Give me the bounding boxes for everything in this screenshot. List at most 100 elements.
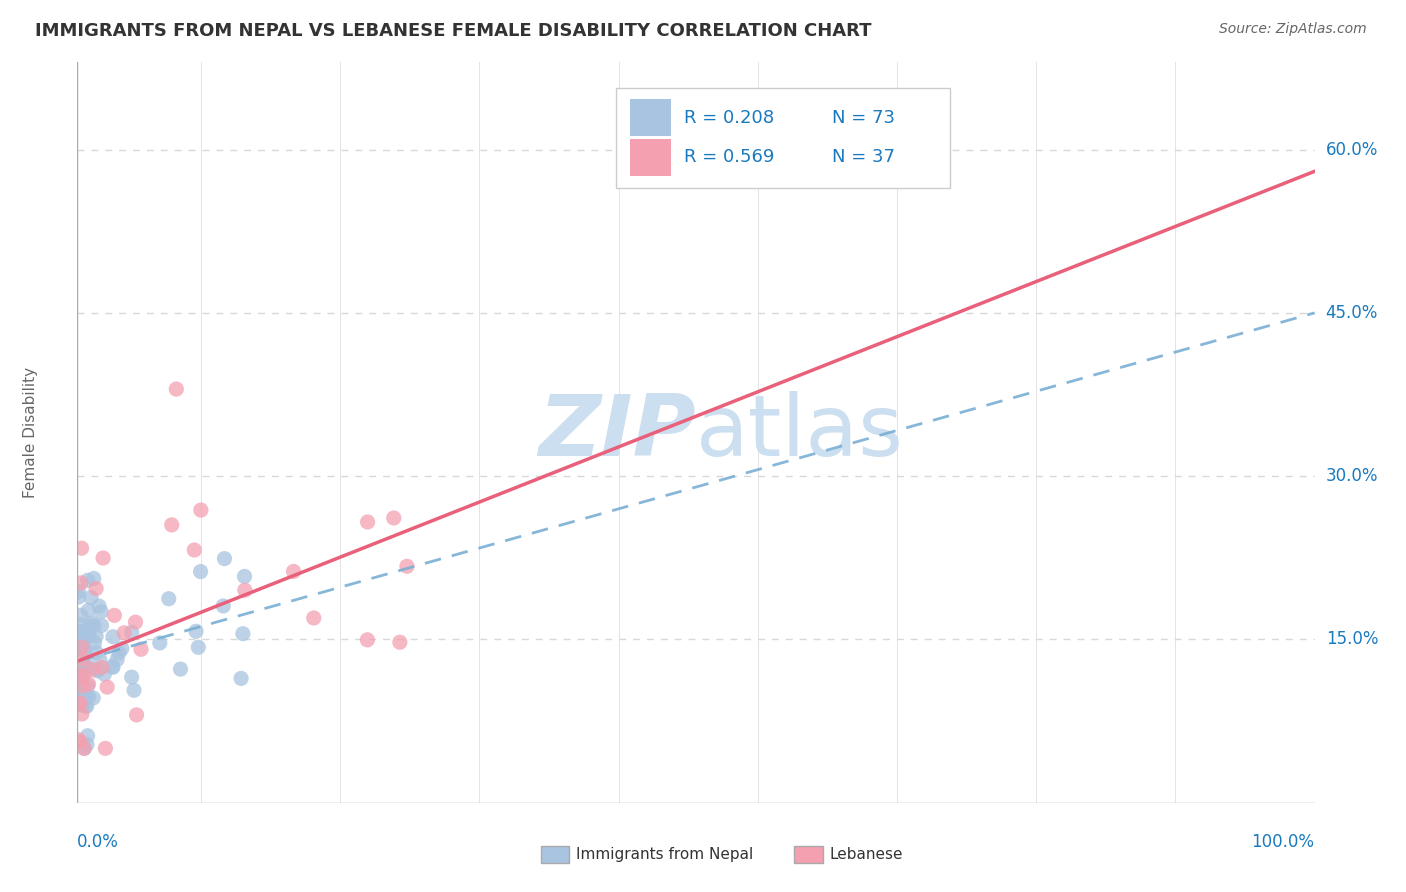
- Text: Lebanese: Lebanese: [830, 847, 903, 862]
- Point: [91, 551, 114, 566]
- Point: [69, 678, 91, 692]
- Point: [86, 645, 108, 659]
- Point: [183, 543, 205, 558]
- Point: [79, 619, 101, 633]
- Text: ZIP: ZIP: [538, 391, 696, 475]
- Point: [232, 626, 254, 640]
- Point: [75, 657, 97, 671]
- Point: [82, 690, 104, 705]
- Point: [73, 645, 96, 659]
- Text: N = 37: N = 37: [832, 148, 896, 166]
- Point: [70, 608, 93, 623]
- Point: [80, 591, 103, 605]
- Point: [356, 632, 378, 647]
- Point: [121, 670, 143, 684]
- Point: [76, 574, 98, 588]
- Point: [73, 636, 96, 650]
- Text: Source: ZipAtlas.com: Source: ZipAtlas.com: [1219, 22, 1367, 37]
- Point: [190, 503, 212, 517]
- Point: [77, 628, 100, 642]
- Point: [77, 677, 100, 691]
- Point: [69, 617, 91, 632]
- Text: atlas: atlas: [696, 391, 904, 475]
- Point: [76, 679, 98, 693]
- Point: [94, 741, 117, 756]
- Point: [67, 668, 90, 682]
- Point: [382, 511, 405, 525]
- Point: [80, 663, 103, 677]
- Point: [72, 679, 94, 693]
- Point: [76, 729, 98, 743]
- Point: [83, 618, 105, 632]
- Point: [283, 565, 305, 579]
- Point: [84, 582, 107, 596]
- Point: [302, 611, 325, 625]
- Point: [124, 615, 146, 629]
- Point: [101, 659, 124, 673]
- Point: [75, 645, 97, 659]
- Point: [101, 630, 124, 644]
- Point: [388, 635, 411, 649]
- Point: [72, 634, 94, 648]
- Text: 100.0%: 100.0%: [1251, 833, 1315, 851]
- Text: R = 0.208: R = 0.208: [683, 109, 773, 127]
- Point: [122, 683, 145, 698]
- Point: [108, 646, 131, 660]
- Point: [87, 663, 110, 677]
- Text: 45.0%: 45.0%: [1326, 304, 1378, 322]
- Point: [96, 680, 118, 694]
- Point: [70, 698, 93, 712]
- Point: [233, 583, 256, 598]
- Point: [112, 625, 135, 640]
- Point: [395, 559, 418, 574]
- Point: [184, 624, 207, 639]
- Point: [69, 696, 91, 710]
- Point: [75, 698, 97, 713]
- Point: [229, 672, 252, 686]
- Point: [105, 652, 128, 666]
- Point: [69, 575, 91, 590]
- Point: [67, 732, 90, 747]
- Point: [70, 640, 93, 655]
- Point: [86, 664, 108, 678]
- Point: [77, 627, 100, 641]
- Point: [90, 660, 112, 674]
- Point: [70, 676, 93, 690]
- Point: [103, 608, 125, 623]
- Text: Immigrants from Nepal: Immigrants from Nepal: [576, 847, 754, 862]
- Point: [190, 565, 212, 579]
- Point: [90, 618, 112, 632]
- Point: [685, 110, 707, 124]
- Point: [77, 603, 100, 617]
- Point: [67, 697, 90, 711]
- Point: [149, 636, 172, 650]
- Point: [70, 692, 93, 706]
- Text: IMMIGRANTS FROM NEPAL VS LEBANESE FEMALE DISABILITY CORRELATION CHART: IMMIGRANTS FROM NEPAL VS LEBANESE FEMALE…: [35, 22, 872, 40]
- Point: [70, 541, 93, 556]
- Point: [121, 625, 143, 640]
- Point: [73, 665, 96, 679]
- Point: [75, 628, 97, 642]
- Point: [67, 624, 90, 639]
- Point: [75, 628, 97, 642]
- Point: [76, 624, 98, 639]
- Bar: [630, 138, 671, 176]
- Point: [212, 599, 235, 613]
- Point: [83, 636, 105, 650]
- Point: [73, 689, 96, 703]
- Text: 15.0%: 15.0%: [1326, 631, 1378, 648]
- Text: R = 0.569: R = 0.569: [683, 148, 773, 166]
- Point: [157, 591, 180, 606]
- Point: [87, 599, 110, 613]
- Point: [72, 632, 94, 647]
- Point: [75, 624, 97, 638]
- Text: N = 73: N = 73: [832, 109, 896, 127]
- Point: [67, 584, 90, 599]
- Point: [67, 686, 90, 700]
- Point: [73, 741, 96, 756]
- Point: [72, 652, 94, 666]
- Text: 60.0%: 60.0%: [1326, 141, 1378, 159]
- Point: [82, 615, 104, 630]
- Point: [84, 629, 107, 643]
- Point: [69, 735, 91, 749]
